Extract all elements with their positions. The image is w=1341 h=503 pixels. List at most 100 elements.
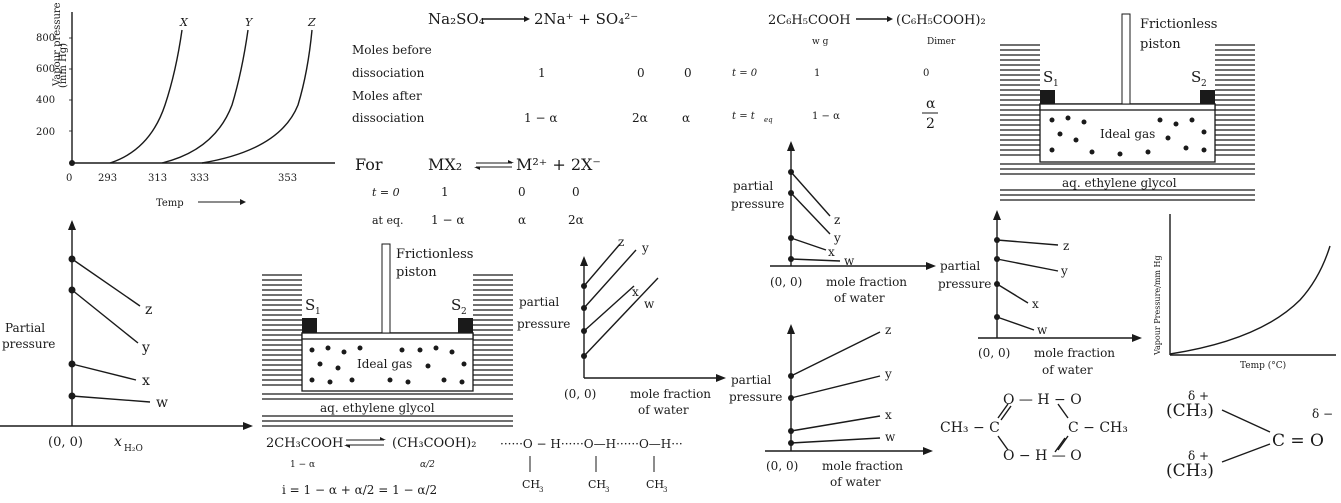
acetic-rhs-sub: α/2: [420, 460, 435, 470]
br-label-w: w: [885, 430, 896, 444]
mid-xlabel-a: mole fraction: [630, 387, 711, 401]
piston-top-s1: S: [1043, 68, 1053, 86]
mid-origin: (0, 0): [564, 387, 596, 401]
mx2-eq: at eq.: [372, 214, 404, 227]
benzoic-dimer-table: 2C₆H₅COOH (C₆H₅COOH)₂ w g Dimer t = 0 1 …: [732, 13, 986, 132]
left-origin: (0, 0): [48, 435, 83, 450]
piston-bottom-right-wall: [473, 274, 513, 386]
na2so4-rhs: 2Na⁺ + SO₄²⁻: [534, 10, 638, 28]
piston-top-gas-particles: [1049, 115, 1207, 157]
piston-bottom-s1: S: [305, 296, 315, 314]
piston-bottom-s2: S: [451, 296, 461, 314]
dimer-top: O — H − O: [1003, 392, 1082, 408]
piston-top-s2: S: [1191, 68, 1201, 86]
piston-bottom-left-wall: [262, 274, 302, 386]
mx2-eq-2: α: [518, 213, 526, 227]
hbond-ch3-1: CH: [522, 478, 540, 491]
br-origin: (0, 0): [766, 459, 798, 473]
left-line-y: [71, 289, 139, 344]
vp-ytick-600: 600: [36, 64, 55, 75]
acetone-carbonyl: C = O: [1272, 431, 1324, 451]
br-ylabel-a: partial: [731, 373, 771, 387]
piston-top-rod: [1121, 13, 1131, 105]
vp-label-y: Y: [245, 16, 254, 29]
acetone-delta-minus: δ −: [1312, 407, 1333, 421]
acetone-delta-plus-1: δ +: [1188, 389, 1209, 403]
tr-label-y: y: [833, 231, 841, 245]
tr-label-x: x: [828, 245, 835, 259]
acetic-dimer: 2CH₃COOH (CH₃COOH)₂ 1 − α α/2 i = 1 − α …: [266, 436, 683, 497]
vp-right-xlabel: Temp (°C): [1240, 360, 1286, 371]
tr-ylabel-b: pressure: [731, 197, 784, 211]
mid-label-z: z: [618, 235, 624, 249]
mx2-lhs: MX₂: [428, 155, 462, 174]
dimer-teq: t = t: [732, 111, 756, 122]
dimer-teq-val1: 1 − α: [812, 111, 840, 122]
fr-label-z: z: [1063, 239, 1069, 253]
tr-xlabel-a: mole fraction: [826, 275, 907, 289]
partial-plot-bottom-right: partial pressure z y x w (0, 0) mole fra…: [729, 323, 933, 489]
dimer-t0-val1: 1: [814, 68, 820, 79]
mid-ylabel-a: partial: [519, 295, 559, 309]
vp-curve-z: [201, 29, 313, 164]
piston-bottom-stopper-s1: [302, 318, 317, 333]
piston-bottom-plate: [301, 332, 474, 340]
fr-ylabel-a: partial: [940, 259, 980, 273]
left-label-z: z: [145, 302, 152, 318]
vp-label-x: X: [179, 16, 189, 29]
piston-top-stopper-s2: [1200, 90, 1215, 104]
vp-xlabel: Temp: [156, 198, 184, 209]
piston-bottom-rod: [381, 243, 391, 334]
tr-origin: (0, 0): [770, 275, 802, 289]
piston-bottom-label-a: Frictionless: [396, 247, 473, 262]
hbond-ch3-2: CH: [588, 478, 606, 491]
piston-top-s1-sub: 1: [1053, 79, 1059, 89]
piston-top-right-wall: [1215, 44, 1255, 156]
vp-xtick-0: 0: [66, 173, 72, 184]
br-xlabel-b: of water: [830, 475, 881, 489]
mx2-eq-1: 1 − α: [431, 213, 464, 227]
piston-top-s2-sub: 2: [1201, 79, 1207, 89]
fr-xlabel-b: of water: [1042, 363, 1093, 377]
piston-bottom-gas-particles: [309, 345, 467, 385]
fr-label-y: y: [1060, 264, 1068, 278]
br-label-z: z: [885, 323, 891, 337]
tr-ylabel-a: partial: [733, 179, 773, 193]
dimer-rhs-sub: Dimer: [927, 37, 956, 47]
piston-apparatus-bottom: aq. ethylene glycol Frictionless piston …: [262, 243, 513, 427]
mid-label-w: w: [644, 297, 655, 311]
piston-top-label-a: Frictionless: [1140, 17, 1217, 32]
vp-origin-dot: [69, 160, 75, 166]
acetic-rhs: (CH₃COOH)₂: [392, 436, 476, 451]
br-label-y: y: [884, 367, 892, 381]
row2-val-3: α: [682, 111, 690, 125]
fr-label-w: w: [1037, 323, 1048, 337]
vp-ytick-800: 800: [36, 33, 55, 44]
mid-label-y: y: [641, 241, 649, 255]
vp-xtick-313: 313: [148, 173, 167, 184]
piston-bottom-stopper-s2: [458, 318, 473, 333]
svg-text:3: 3: [605, 486, 609, 494]
vp-label-z: Z: [307, 16, 316, 29]
acetone-ch3-2: (CH₃): [1166, 461, 1214, 481]
piston-top-stopper-s1: [1040, 90, 1055, 104]
left-line-w: [71, 395, 151, 403]
tr-label-z: z: [834, 213, 840, 227]
tr-label-w: w: [844, 254, 855, 268]
br-label-x: x: [885, 408, 892, 422]
piston-top-liquid-label: aq. ethylene glycol: [1062, 176, 1177, 190]
vp-right-ylabel: Vapour Pressure/mm Hg: [1153, 255, 1162, 356]
left-ylabel-b: pressure: [2, 337, 55, 351]
dimer-lhs-sub: w g: [812, 37, 829, 47]
vp-temp-chart: Vapour pressure (mm Hg) 800 600 400 200 …: [36, 2, 335, 209]
mx2-eq-3: 2α: [568, 213, 584, 227]
acetone-delta-plus-2: δ +: [1188, 449, 1209, 463]
row1-label-a: Moles before: [352, 43, 432, 57]
carboxylic-dimer: CH₃ − C O — H − O O − H — O C − CH₃: [940, 392, 1128, 464]
dimer-bottom: O − H — O: [1003, 448, 1082, 464]
vp-ylabel-2: (mm Hg): [58, 43, 69, 88]
partial-plot-left: Partial pressure z y x w (0, 0) x H₂O: [0, 220, 253, 454]
left-xlabel-sub: H₂O: [124, 444, 143, 454]
vp-xtick-293: 293: [98, 173, 117, 184]
